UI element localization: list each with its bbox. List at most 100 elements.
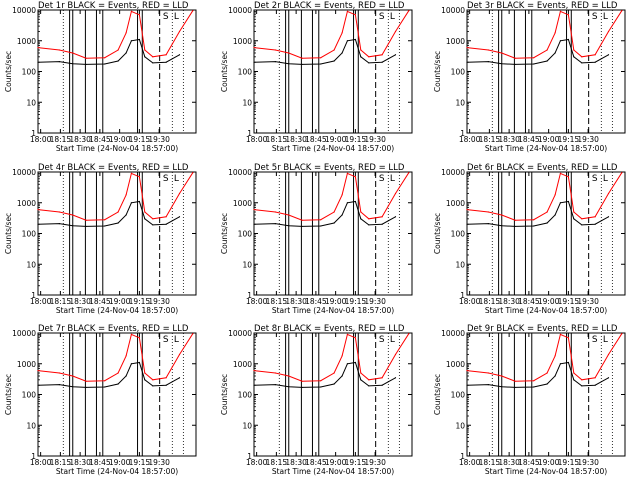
events-point <box>72 386 74 388</box>
panel-title: Det 9r BLACK = Events, RED = LLD <box>467 324 618 334</box>
events-point <box>58 60 60 63</box>
lld-point <box>288 214 290 216</box>
lld-point <box>394 30 397 33</box>
lld-point <box>58 49 60 51</box>
x-tick-label: 19:15 <box>129 135 151 144</box>
lld-point <box>394 192 397 195</box>
lld-point <box>253 208 255 211</box>
lld-point <box>341 32 343 34</box>
events-point <box>72 63 74 65</box>
events-point <box>178 216 181 218</box>
y-tick-label: 100 <box>238 68 253 77</box>
x-axis-label: Start Time (24-Nov-04 18:57:00) <box>485 306 607 315</box>
x-tick-label: 19:15 <box>558 458 580 467</box>
lld-point <box>354 337 357 339</box>
y-axis-label: Counts/sec <box>220 51 229 92</box>
y-tick-label: 1000 <box>446 199 465 208</box>
y-tick-label: 10 <box>242 260 252 269</box>
y-tick-label: 10 <box>26 421 36 430</box>
flag-label-s: S <box>592 12 598 22</box>
events-point <box>559 40 562 42</box>
y-axis-label: Counts/sec <box>220 213 229 254</box>
events-point <box>354 38 357 41</box>
lld-point <box>333 211 335 213</box>
y-tick-label: 10 <box>26 260 36 269</box>
lld-point <box>144 49 146 51</box>
panel-title: Det 4r BLACK = Events, RED = LLD <box>38 163 189 173</box>
events-point <box>368 385 370 387</box>
events-point <box>559 363 562 365</box>
lld-point <box>274 49 276 51</box>
events-point <box>607 216 610 218</box>
lld-point <box>192 172 194 174</box>
events-point <box>368 224 370 226</box>
lld-point <box>117 49 119 51</box>
lld-point <box>333 372 335 374</box>
x-tick-label: 18:45 <box>89 458 111 467</box>
series-lld-line <box>466 172 623 221</box>
events-point <box>546 222 548 224</box>
x-tick-label: 18:00 <box>459 458 481 467</box>
events-point <box>381 384 383 386</box>
flag-label-s: S <box>379 12 385 22</box>
panel-title: Det 5r BLACK = Events, RED = LLD <box>254 163 405 173</box>
lld-point <box>559 172 562 175</box>
events-point <box>607 54 610 56</box>
flag-label-s: S <box>163 12 169 22</box>
events-point <box>573 56 575 58</box>
events-point <box>581 224 583 226</box>
flag-label-s: S <box>379 335 385 345</box>
y-tick-label: 1000 <box>17 199 36 208</box>
panel-det-5r: Det 5r BLACK = Events, RED = LLD 1 10 100 10… <box>220 163 413 315</box>
series-events-line <box>466 361 609 388</box>
events-point <box>333 60 335 62</box>
lld-point <box>360 211 362 213</box>
events-point <box>288 225 290 227</box>
x-tick-label: 19:30 <box>364 458 386 467</box>
panel-title: Det 7r BLACK = Events, RED = LLD <box>38 324 189 334</box>
panel-title: Det 1r BLACK = Events, RED = LLD <box>38 1 189 11</box>
x-axis-label: Start Time (24-Nov-04 18:57:00) <box>56 467 178 476</box>
lld-point <box>607 192 610 195</box>
y-tick-label: 1 <box>460 452 465 461</box>
lld-point <box>130 10 133 13</box>
x-axis-label: Start Time (24-Nov-04 18:57:00) <box>56 306 178 315</box>
panel-det-2r: Det 2r BLACK = Events, RED = LLD 1 10 100 10… <box>220 1 413 153</box>
events-point <box>341 52 343 54</box>
lld-point <box>253 369 255 372</box>
x-tick-label: 18:45 <box>518 458 540 467</box>
x-tick-label: 19:15 <box>345 135 367 144</box>
events-point <box>125 52 127 54</box>
lld-point <box>144 372 146 374</box>
lld-point <box>320 219 322 221</box>
events-point <box>152 385 154 387</box>
x-tick-label: 18:15 <box>50 458 72 467</box>
series-events-line <box>253 38 396 65</box>
flag-label-l: L <box>390 174 395 184</box>
events-point <box>394 377 397 379</box>
flag-label-l: L <box>390 12 395 22</box>
events-point <box>288 386 290 388</box>
events-point <box>487 60 489 63</box>
events-point <box>144 379 146 381</box>
lld-point <box>368 56 370 58</box>
lld-point <box>621 333 623 335</box>
events-point <box>546 60 548 62</box>
x-tick-label: 18:15 <box>266 135 288 144</box>
lld-point <box>546 372 548 374</box>
series-lld-line <box>37 172 194 221</box>
events-point <box>554 52 556 54</box>
lld-point <box>354 14 357 16</box>
events-point <box>546 383 548 385</box>
y-tick-label: 10000 <box>12 329 36 338</box>
events-point <box>466 384 468 386</box>
lld-point <box>594 377 596 379</box>
x-tick-label: 18:15 <box>50 297 72 306</box>
events-point <box>514 386 516 389</box>
y-tick-label: 10000 <box>441 168 465 177</box>
x-tick-label: 19:30 <box>577 458 599 467</box>
events-point <box>573 379 575 381</box>
lld-point <box>346 10 349 13</box>
events-point <box>466 61 468 63</box>
y-tick-label: 10000 <box>228 6 252 15</box>
